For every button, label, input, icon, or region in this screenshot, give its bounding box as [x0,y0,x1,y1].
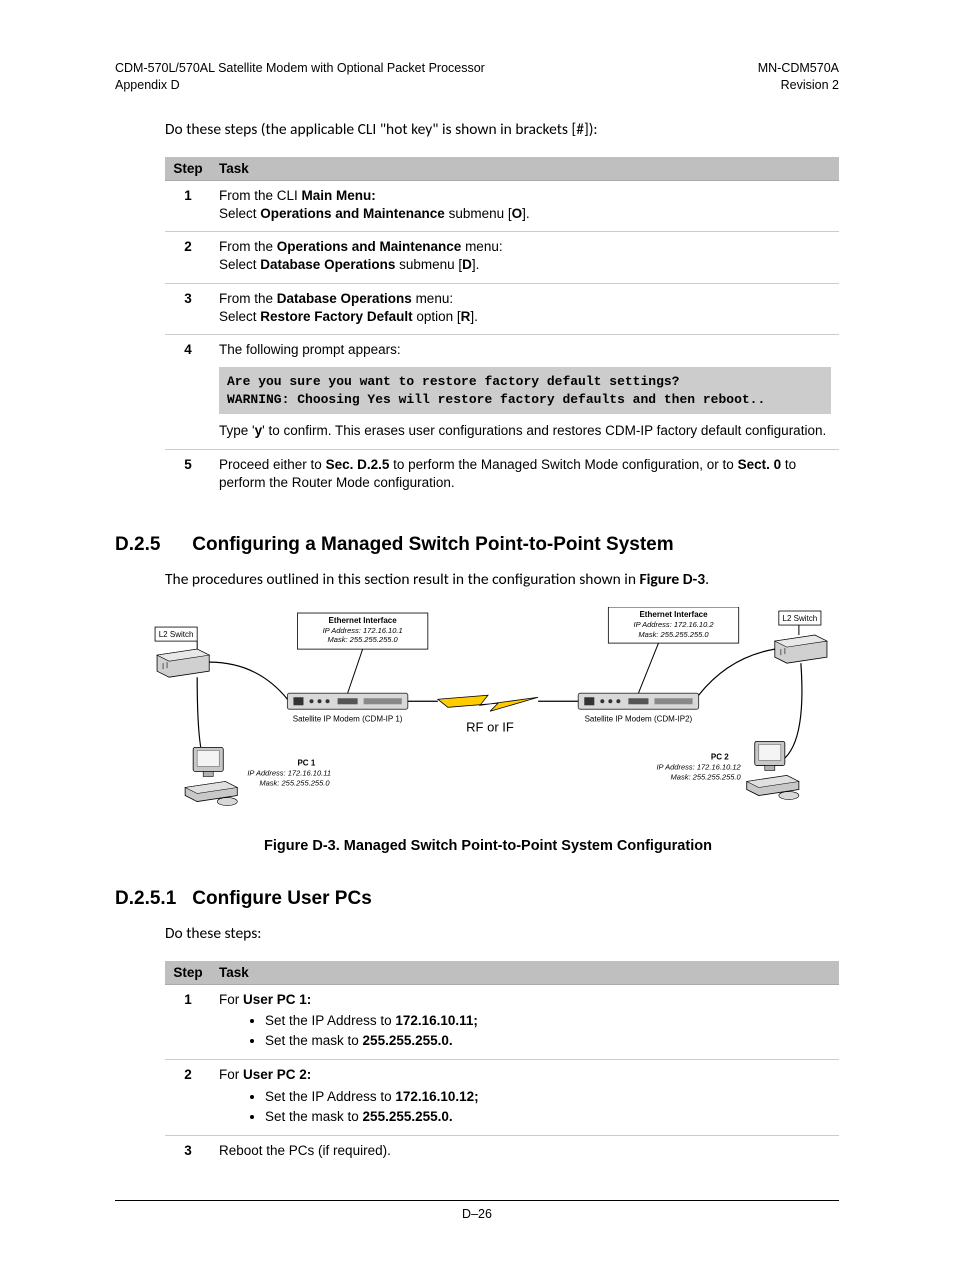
header-title-line2: Appendix D [115,77,485,94]
l2-label-left: L2 Switch [159,630,194,639]
eth-title-left: Ethernet Interface [329,616,398,625]
step-number: 2 [165,232,211,283]
table-row: 1For User PC 1:Set the IP Address to 172… [165,984,839,1060]
pc-mask-left: Mask: 255.255.255.0 [259,779,330,788]
eth-title-right: Ethernet Interface [639,610,708,619]
step-number: 1 [165,984,211,1060]
table-row: 1From the CLI Main Menu:Select Operation… [165,180,839,231]
pc-ip-left: IP Address: 172.16.10.11 [247,769,331,778]
pc-title-right: PC 2 [711,752,729,761]
eth-ip-right: IP Address: 172.16.10.2 [633,620,714,629]
step-task: The following prompt appears:Are you sur… [211,335,839,450]
modem-label-left: Satellite IP Modem (CDM-IP 1) [293,714,403,723]
figure-d3: L2 Switch Ethernet Interface IP Address:… [137,607,839,854]
header-left: CDM-570L/570AL Satellite Modem with Opti… [115,60,485,94]
section-d25-body: The procedures outlined in this section … [165,570,839,589]
table2-body: 1For User PC 1:Set the IP Address to 172… [165,984,839,1168]
th-step: Step [165,961,211,985]
header-right: MN-CDM570A Revision 2 [758,60,839,94]
step-number: 1 [165,180,211,231]
l2-switch-icon-left [157,649,209,677]
step-task: Reboot the PCs (if required). [211,1135,839,1168]
page-number: D–26 [462,1207,492,1221]
modem-icon-left [287,693,407,709]
modem-label-right: Satellite IP Modem (CDM-IP2) [585,714,693,723]
step-number: 2 [165,1060,211,1136]
rf-bolt-icon [438,695,538,711]
header-revision: Revision 2 [758,77,839,94]
table-row: 2From the Operations and Maintenance men… [165,232,839,283]
step-task: For User PC 1:Set the IP Address to 172.… [211,984,839,1060]
steps-table-2: Step Task 1For User PC 1:Set the IP Addr… [165,961,839,1169]
step-task: For User PC 2:Set the IP Address to 172.… [211,1060,839,1136]
page-header: CDM-570L/570AL Satellite Modem with Opti… [115,60,839,94]
step-number: 3 [165,283,211,334]
figure-caption: Figure D-3. Managed Switch Point-to-Poin… [137,838,839,854]
section-d251-intro: Do these steps: [165,924,839,943]
step-task: From the CLI Main Menu:Select Operations… [211,180,839,231]
th-task: Task [211,157,839,181]
pc-ip-right: IP Address: 172.16.10.12 [656,762,741,771]
step-number: 3 [165,1135,211,1168]
table-row: 3Reboot the PCs (if required). [165,1135,839,1168]
step-number: 4 [165,335,211,450]
header-title-line1: CDM-570L/570AL Satellite Modem with Opti… [115,60,485,77]
document-page: CDM-570L/570AL Satellite Modem with Opti… [0,0,954,1261]
table-row: 5Proceed either to Sec. D.2.5 to perform… [165,449,839,500]
step-number: 5 [165,449,211,500]
pc-icon-left [185,747,237,805]
eth-mask-right: Mask: 255.255.255.0 [638,630,709,639]
th-task: Task [211,961,839,985]
table-row: 2For User PC 2:Set the IP Address to 172… [165,1060,839,1136]
l2-label-right: L2 Switch [783,614,818,623]
pc-mask-right: Mask: 255.255.255.0 [671,773,742,782]
rf-label: RF or IF [466,719,514,734]
table1-body: 1From the CLI Main Menu:Select Operation… [165,180,839,500]
th-step: Step [165,157,211,181]
page-footer: D–26 [115,1200,839,1221]
section-heading-d25: D.2.5 Configuring a Managed Switch Point… [115,534,839,556]
intro-paragraph: Do these steps (the applicable CLI "hot … [165,120,839,139]
eth-ip-left: IP Address: 172.16.10.1 [323,626,403,635]
section-num: D.2.5.1 [115,888,187,910]
pc-title-left: PC 1 [297,758,315,767]
eth-mask-left: Mask: 255.255.255.0 [328,635,399,644]
step-task: From the Operations and Maintenance menu… [211,232,839,283]
section-heading-d251: D.2.5.1 Configure User PCs [115,888,839,910]
section-title: Configure User PCs [192,888,371,909]
l2-switch-icon-right [775,635,827,663]
header-doc-id: MN-CDM570A [758,60,839,77]
step-task: From the Database Operations menu:Select… [211,283,839,334]
table-row: 4The following prompt appears:Are you su… [165,335,839,450]
table-row: 3From the Database Operations menu:Selec… [165,283,839,334]
modem-icon-right [578,693,698,709]
steps-table-1: Step Task 1From the CLI Main Menu:Select… [165,157,839,500]
figure-svg: L2 Switch Ethernet Interface IP Address:… [137,607,839,828]
section-num: D.2.5 [115,534,187,556]
section-title: Configuring a Managed Switch Point-to-Po… [192,534,673,555]
step-task: Proceed either to Sec. D.2.5 to perform … [211,449,839,500]
